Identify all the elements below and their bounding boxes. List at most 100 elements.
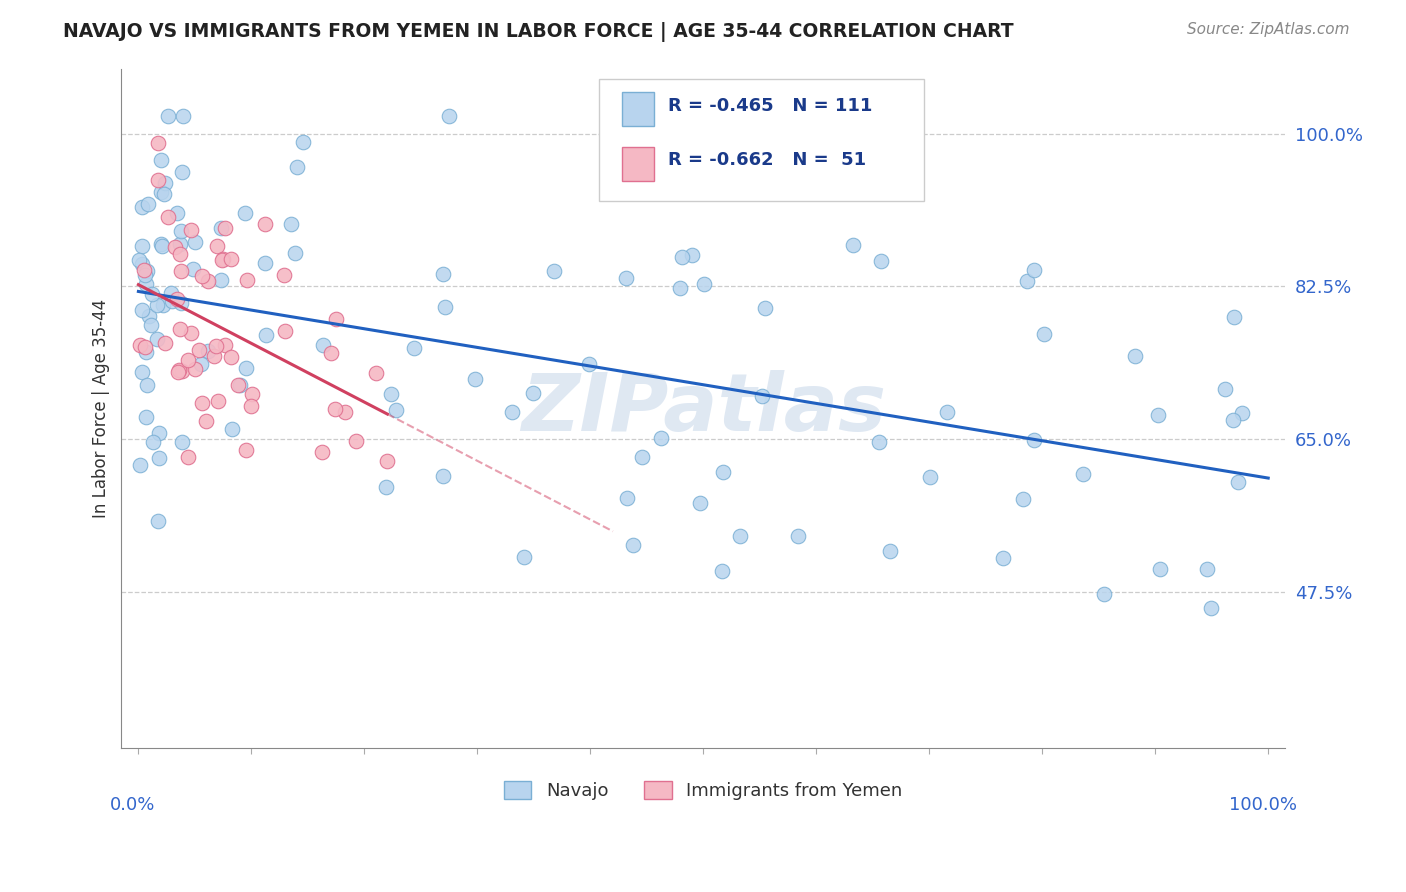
Point [167, 365, 190, 379]
Point [285, 160, 308, 174]
Point [312, 338, 335, 352]
Point [669, 281, 692, 295]
Point [209, 221, 232, 235]
Point [134, 268, 156, 283]
Point [149, 185, 172, 199]
Point [134, 340, 156, 354]
Point [195, 414, 218, 428]
Point [344, 434, 367, 449]
Point [993, 550, 1015, 565]
Point [211, 252, 233, 267]
Point [148, 425, 170, 440]
Text: R = -0.662   N =  51: R = -0.662 N = 51 [668, 152, 866, 169]
Point [728, 529, 751, 543]
Point [131, 200, 153, 214]
Point [751, 388, 773, 402]
Point [135, 277, 157, 291]
Point [681, 248, 703, 262]
Point [274, 324, 297, 338]
Text: 100.0%: 100.0% [1229, 796, 1296, 814]
Point [214, 221, 236, 235]
Point [128, 253, 150, 268]
Point [842, 238, 865, 252]
Point [184, 362, 207, 376]
Point [162, 294, 184, 309]
Point [145, 332, 167, 346]
Point [136, 264, 159, 278]
Point [254, 255, 277, 269]
Point [132, 262, 155, 277]
Point [693, 277, 716, 292]
Point [1230, 406, 1253, 420]
Point [170, 264, 193, 278]
Point [152, 186, 174, 201]
Point [172, 364, 194, 378]
Point [221, 422, 243, 436]
Point [219, 351, 242, 365]
Point [1092, 587, 1115, 601]
Point [621, 538, 644, 552]
Point [1222, 413, 1244, 427]
Point [169, 236, 191, 251]
Point [141, 286, 163, 301]
Legend: Navajo, Immigrants from Yemen: Navajo, Immigrants from Yemen [498, 773, 910, 807]
Point [160, 285, 183, 300]
Point [170, 296, 193, 310]
Point [614, 271, 637, 285]
Point [150, 238, 173, 252]
Point [150, 153, 173, 168]
Point [1071, 467, 1094, 481]
Point [432, 267, 454, 281]
Point [333, 404, 356, 418]
Text: NAVAJO VS IMMIGRANTS FROM YEMEN IN LABOR FORCE | AGE 35-44 CORRELATION CHART: NAVAJO VS IMMIGRANTS FROM YEMEN IN LABOR… [63, 22, 1014, 42]
Point [689, 496, 711, 510]
Point [229, 377, 252, 392]
Point [464, 372, 486, 386]
Point [183, 235, 205, 249]
Point [150, 237, 173, 252]
Point [163, 240, 186, 254]
Point [177, 352, 200, 367]
Point [432, 468, 454, 483]
Point [1017, 274, 1039, 288]
FancyBboxPatch shape [621, 92, 654, 127]
Point [202, 349, 225, 363]
Point [236, 273, 259, 287]
Point [273, 268, 295, 282]
Point [148, 136, 170, 151]
Point [754, 301, 776, 315]
Point [711, 465, 734, 479]
Point [240, 386, 263, 401]
Point [578, 357, 600, 371]
Point [207, 394, 229, 409]
Point [180, 223, 202, 237]
Point [235, 360, 257, 375]
Point [323, 401, 346, 416]
Point [169, 322, 191, 336]
Point [153, 335, 176, 350]
Point [374, 480, 396, 494]
Point [172, 110, 194, 124]
Point [148, 451, 170, 466]
FancyBboxPatch shape [599, 78, 924, 201]
Point [671, 251, 693, 265]
Point [152, 298, 174, 312]
Point [711, 565, 734, 579]
Point [1024, 262, 1046, 277]
Text: R = -0.465   N = 111: R = -0.465 N = 111 [668, 97, 873, 115]
Point [180, 326, 202, 340]
Point [319, 346, 342, 360]
Point [142, 434, 165, 449]
Point [543, 264, 565, 278]
Point [233, 205, 256, 219]
Point [170, 224, 193, 238]
Point [786, 528, 808, 542]
Point [209, 272, 232, 286]
FancyBboxPatch shape [621, 146, 654, 181]
Point [135, 345, 157, 359]
Point [181, 261, 204, 276]
Point [131, 365, 153, 379]
Point [879, 543, 901, 558]
Point [190, 268, 212, 283]
Point [156, 110, 179, 124]
